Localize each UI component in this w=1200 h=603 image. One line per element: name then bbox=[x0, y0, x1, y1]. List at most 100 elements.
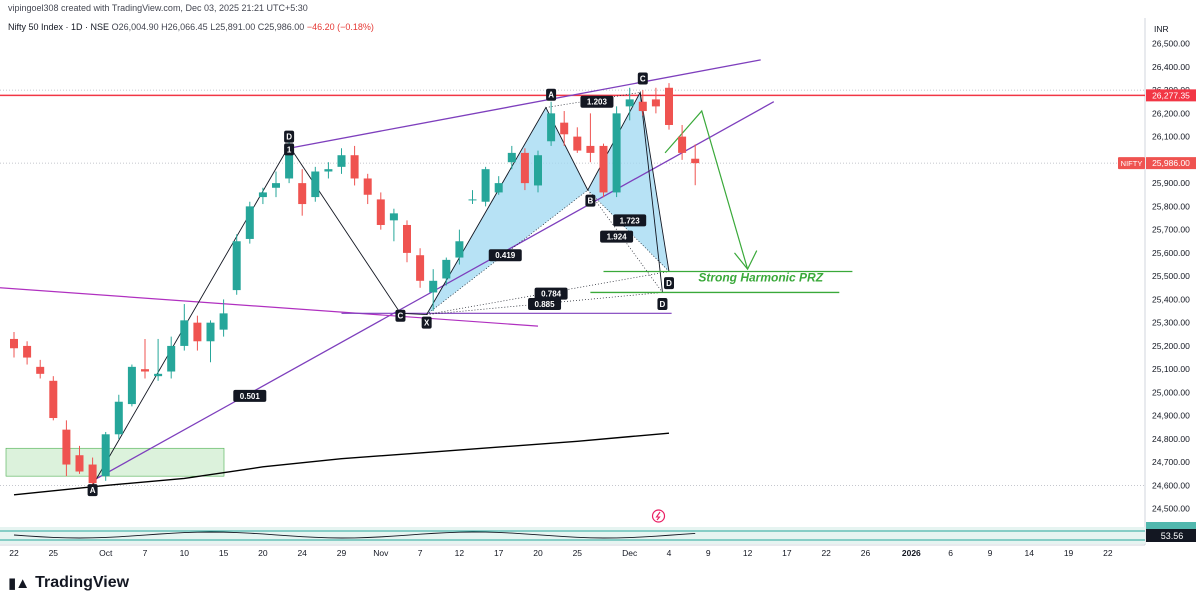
descending-support-line[interactable] bbox=[0, 287, 539, 327]
time-tick-label: 9 bbox=[706, 548, 711, 558]
candle-body[interactable] bbox=[127, 366, 136, 405]
time-tick-label: 12 bbox=[455, 548, 465, 558]
candle-body[interactable] bbox=[285, 145, 294, 179]
demand-zone-box[interactable] bbox=[5, 447, 225, 477]
candle-body[interactable] bbox=[573, 136, 582, 151]
candle-body[interactable] bbox=[219, 313, 228, 330]
moving-average-line[interactable] bbox=[13, 432, 670, 496]
candle-body[interactable] bbox=[625, 99, 634, 107]
candle-body[interactable] bbox=[23, 345, 32, 358]
candle-body[interactable] bbox=[442, 259, 451, 279]
change-value: −46.20 (−0.18%) bbox=[306, 22, 374, 32]
candle-body[interactable] bbox=[258, 192, 267, 198]
candle-body[interactable] bbox=[49, 380, 58, 419]
candle-body[interactable] bbox=[167, 345, 176, 372]
ratio-label: 0.501 bbox=[240, 392, 261, 401]
brand-name: TradingView bbox=[35, 574, 130, 591]
candle-body[interactable] bbox=[507, 152, 516, 163]
candle-body[interactable] bbox=[350, 155, 359, 179]
prz-annotation: Strong Harmonic PRZ bbox=[698, 270, 823, 284]
candle-body[interactable] bbox=[88, 464, 97, 484]
candle-body[interactable] bbox=[10, 338, 18, 349]
candle-body[interactable] bbox=[272, 183, 280, 188]
candle-body[interactable] bbox=[534, 155, 542, 186]
time-tick-label: Dec bbox=[622, 548, 638, 558]
candle-body[interactable] bbox=[612, 113, 621, 193]
time-tick-label: Nov bbox=[373, 548, 389, 558]
candle-body[interactable] bbox=[324, 169, 333, 172]
time-tick-label: 22 bbox=[9, 548, 19, 558]
time-tick-label: 10 bbox=[180, 548, 190, 558]
candle-body[interactable] bbox=[62, 429, 71, 465]
pattern-point-label: B bbox=[588, 197, 594, 206]
candle-body[interactable] bbox=[586, 145, 595, 153]
candle-body[interactable] bbox=[416, 255, 425, 281]
candle-body[interactable] bbox=[363, 178, 372, 195]
ratio-label: 0.419 bbox=[495, 251, 516, 260]
lightning-icon[interactable] bbox=[651, 509, 666, 523]
pattern-point-label: A bbox=[548, 91, 554, 100]
candle-body[interactable] bbox=[232, 241, 241, 291]
price-tick-label: 24,900.00 bbox=[1152, 411, 1190, 421]
pattern-point-label: D bbox=[286, 133, 292, 142]
candle-body[interactable] bbox=[141, 369, 149, 372]
candle-body[interactable] bbox=[599, 145, 608, 193]
candle-body[interactable] bbox=[520, 152, 529, 184]
tradingview-logo[interactable]: ▮▲ TradingView bbox=[8, 574, 129, 592]
current-price-label: 25,986.00 bbox=[1152, 158, 1190, 168]
time-tick-label: 2026 bbox=[902, 548, 921, 558]
ratio-label-box bbox=[613, 214, 647, 227]
time-tick-label: 26 bbox=[861, 548, 871, 558]
candle-body[interactable] bbox=[494, 183, 503, 193]
price-tick-label: 26,100.00 bbox=[1152, 132, 1190, 142]
candle-body[interactable] bbox=[298, 183, 307, 205]
ratio-connector-4 bbox=[426, 292, 663, 315]
candle-body[interactable] bbox=[101, 434, 110, 477]
candle-body[interactable] bbox=[429, 280, 438, 293]
time-tick-label: 29 bbox=[337, 548, 347, 558]
price-tick-label: 25,600.00 bbox=[1152, 248, 1190, 258]
candle-body[interactable] bbox=[389, 213, 398, 221]
candle-body[interactable] bbox=[311, 171, 320, 198]
time-tick-label: 4 bbox=[667, 548, 672, 558]
upper-channel-line[interactable] bbox=[288, 59, 761, 149]
price-tick-label: 25,500.00 bbox=[1152, 271, 1190, 281]
ratio-label-box bbox=[580, 95, 614, 108]
candle-body[interactable] bbox=[455, 241, 464, 258]
time-tick-label: 6 bbox=[948, 548, 953, 558]
candle-body[interactable] bbox=[651, 99, 660, 107]
candle-body[interactable] bbox=[193, 322, 202, 342]
time-tick-label: 9 bbox=[988, 548, 993, 558]
candle-body[interactable] bbox=[245, 206, 254, 239]
candle-body[interactable] bbox=[180, 320, 189, 346]
projection-path[interactable] bbox=[664, 109, 749, 270]
candle-body[interactable] bbox=[665, 87, 673, 125]
candle-body[interactable] bbox=[468, 199, 477, 201]
time-tick-label: 17 bbox=[782, 548, 792, 558]
candle-body[interactable] bbox=[691, 158, 700, 164]
pattern-point-box bbox=[657, 298, 668, 311]
candle-body[interactable] bbox=[36, 366, 45, 374]
candle-body[interactable] bbox=[206, 322, 215, 342]
candle-body[interactable] bbox=[638, 101, 647, 112]
oscillator-line[interactable] bbox=[13, 531, 696, 539]
candle-body[interactable] bbox=[547, 113, 556, 142]
price-tick-label: 24,600.00 bbox=[1152, 480, 1190, 490]
candle-body[interactable] bbox=[154, 373, 163, 377]
candle-body[interactable] bbox=[75, 455, 84, 472]
symbol-tag-label: NIFTY bbox=[1121, 159, 1143, 168]
candle-body[interactable] bbox=[376, 199, 385, 225]
candle-body[interactable] bbox=[114, 401, 123, 435]
candle-body[interactable] bbox=[678, 136, 687, 153]
ratio-label: 1.203 bbox=[587, 98, 608, 107]
symbol-name: Nifty 50 Index · 1D · NSE bbox=[8, 22, 110, 32]
candle-body[interactable] bbox=[403, 224, 411, 253]
candle-body[interactable] bbox=[560, 122, 569, 135]
time-tick-label: 24 bbox=[297, 548, 307, 558]
candle-body[interactable] bbox=[337, 155, 346, 167]
time-tick-label: 12 bbox=[743, 548, 753, 558]
pattern-point-box bbox=[546, 88, 557, 101]
candle-body[interactable] bbox=[481, 169, 490, 202]
harmonic-zigzag[interactable] bbox=[92, 91, 670, 486]
